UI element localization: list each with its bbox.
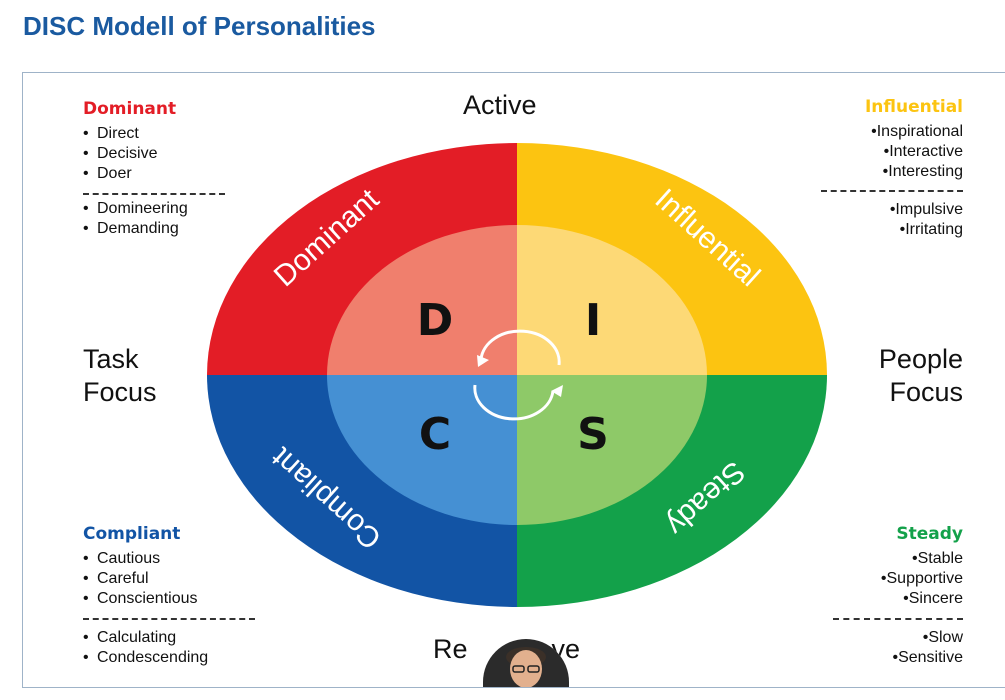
list-item: Supportive <box>873 569 964 589</box>
list-item: Direct <box>83 124 157 144</box>
list-item: Condescending <box>83 648 208 668</box>
list-item: Interactive <box>863 142 963 162</box>
cycle-arrows-icon <box>473 329 563 421</box>
letter-s: S <box>577 409 609 460</box>
list-item: Inspirational <box>863 122 963 142</box>
heading-compliant: Compliant <box>83 524 181 544</box>
list-item: Cautious <box>83 549 198 569</box>
heading-influential: Influential <box>864 97 963 117</box>
list-item: Conscientious <box>83 589 198 609</box>
axis-label-focus-left: Focus <box>83 377 157 407</box>
influential-weaknesses: Impulsive Irritating <box>881 200 963 240</box>
list-item: Stable <box>873 549 963 569</box>
quadrant-influential-inner <box>517 225 707 375</box>
steady-weaknesses: Slow Sensitive <box>884 628 963 668</box>
list-item: Irritating <box>881 220 963 240</box>
list-item: Interesting <box>863 162 963 182</box>
compliant-strengths: Cautious Careful Conscientious <box>83 549 198 609</box>
list-item: Impulsive <box>881 200 963 220</box>
quadrant-compliant-inner <box>327 375 517 525</box>
axis-label-task-focus: Task Focus <box>83 343 157 409</box>
letter-d: D <box>417 295 454 346</box>
list-item: Sensitive <box>884 648 963 668</box>
list-item: Doer <box>83 164 157 184</box>
axis-label-people: People <box>878 344 963 374</box>
quadrant-dominant-inner <box>327 225 517 375</box>
compliant-weaknesses: Calculating Condescending <box>83 628 208 668</box>
compliant-divider <box>83 618 255 620</box>
disc-diagram-frame: D I C S Dominant Influential Compliant S… <box>22 72 1005 688</box>
list-item: Decisive <box>83 144 157 164</box>
axis-label-reserved-start: Re <box>433 634 468 664</box>
steady-strengths: Stable Supportive Sincere <box>873 549 964 609</box>
list-item: Domineering <box>83 199 188 219</box>
list-item: Careful <box>83 569 198 589</box>
list-item: Slow <box>884 628 963 648</box>
list-item: Calculating <box>83 628 208 648</box>
heading-steady: Steady <box>896 524 963 544</box>
influential-strengths: Inspirational Interactive Interesting <box>863 122 963 182</box>
axis-label-focus-right: Focus <box>889 377 963 407</box>
dominant-strengths: Direct Decisive Doer <box>83 124 157 184</box>
axis-label-active: Active <box>463 90 537 120</box>
dominant-weaknesses: Domineering Demanding <box>83 199 188 239</box>
influential-divider <box>821 190 963 192</box>
disc-wheel: D I C S Dominant Influential Compliant S… <box>207 143 827 607</box>
letter-c: C <box>419 409 451 460</box>
axis-label-people-focus: People Focus <box>879 343 963 409</box>
letter-i: I <box>585 295 601 346</box>
quadrant-steady-inner <box>517 375 707 525</box>
steady-divider <box>833 618 963 620</box>
dominant-divider <box>83 193 225 195</box>
list-item: Sincere <box>873 589 963 609</box>
heading-dominant: Dominant <box>83 99 177 119</box>
axis-label-task: Task <box>83 344 139 374</box>
page-title: DISC Modell of Personalities <box>23 11 376 41</box>
list-item: Demanding <box>83 219 188 239</box>
